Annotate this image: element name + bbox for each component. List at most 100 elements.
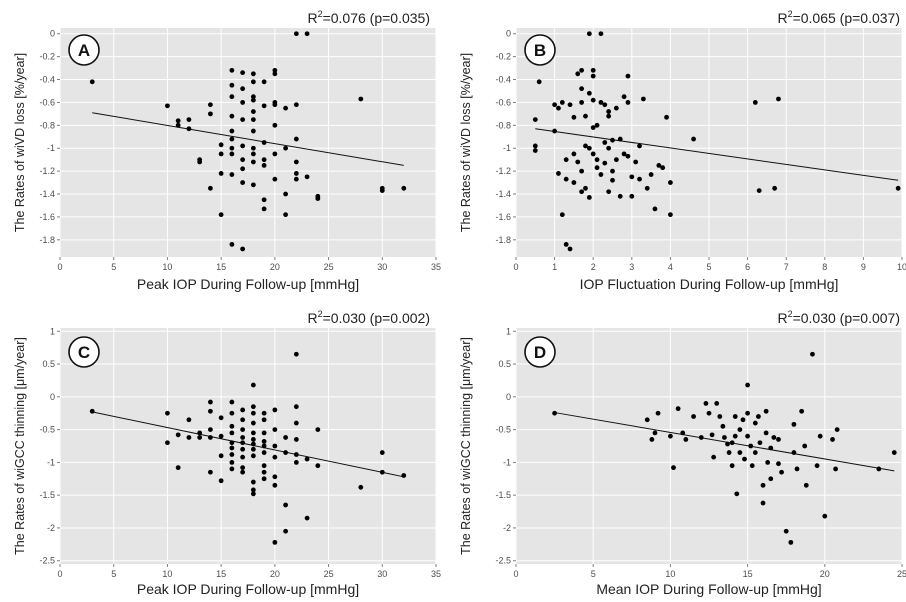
x-tick-label: 4 xyxy=(668,262,673,272)
data-point xyxy=(891,450,897,455)
data-point xyxy=(272,539,278,545)
data-point xyxy=(617,193,623,199)
data-point xyxy=(283,450,288,455)
panel-label: A xyxy=(78,41,90,60)
data-point xyxy=(186,126,192,132)
data-point xyxy=(315,463,321,469)
data-point xyxy=(563,157,569,163)
data-point xyxy=(229,151,235,157)
data-point xyxy=(590,151,596,157)
data-point xyxy=(709,432,715,438)
data-point xyxy=(261,79,267,85)
data-point xyxy=(218,142,224,148)
y-tick-label: -2 xyxy=(47,523,55,533)
data-point xyxy=(575,71,581,77)
data-point xyxy=(165,410,170,416)
y-tick-label: -1.6 xyxy=(39,212,55,222)
data-point xyxy=(272,407,278,413)
regression-line xyxy=(92,112,404,166)
stat-annotation: R2=0.076 (p=0.035) xyxy=(307,9,430,26)
data-point xyxy=(556,105,561,111)
y-tick-label: -1.5 xyxy=(495,490,511,500)
y-axis-label: The Rates of wiVD loss [%/year] xyxy=(13,53,27,232)
data-point xyxy=(752,420,758,426)
y-tick-label: -1 xyxy=(503,457,511,467)
data-point xyxy=(756,188,762,193)
x-tick-label: 10 xyxy=(665,569,675,579)
data-point xyxy=(703,400,709,406)
data-point xyxy=(649,437,655,442)
data-point xyxy=(571,151,577,157)
data-point xyxy=(250,453,256,459)
data-point xyxy=(552,102,557,108)
x-tick-label: 0 xyxy=(513,569,518,579)
data-point xyxy=(567,102,573,108)
data-point xyxy=(229,82,235,88)
data-point xyxy=(229,459,235,465)
data-point xyxy=(165,440,170,446)
data-point xyxy=(379,188,385,193)
data-point xyxy=(229,466,235,472)
data-point xyxy=(895,185,901,191)
data-point xyxy=(186,117,192,122)
data-point xyxy=(814,463,820,469)
x-tick-label: 25 xyxy=(324,569,334,579)
data-point xyxy=(229,430,235,436)
data-point xyxy=(791,421,797,427)
data-point xyxy=(229,94,235,100)
data-point xyxy=(240,157,246,163)
data-point xyxy=(776,461,781,467)
data-point xyxy=(208,408,213,414)
data-point xyxy=(629,193,635,199)
data-point xyxy=(536,79,542,85)
data-point xyxy=(229,113,235,119)
data-point xyxy=(250,159,256,165)
data-point xyxy=(830,437,835,442)
data-point xyxy=(834,427,840,433)
data-point xyxy=(197,430,203,436)
data-point xyxy=(876,466,882,472)
panel-label-circle xyxy=(68,34,100,66)
data-point xyxy=(229,242,235,247)
data-point xyxy=(732,433,738,439)
data-point xyxy=(772,185,778,191)
data-point xyxy=(671,465,676,471)
stat-annotation: R2=0.030 (p=0.002) xyxy=(307,309,430,326)
x-tick-label: 8 xyxy=(822,262,827,272)
x-tick-label: 5 xyxy=(706,262,711,272)
x-axis-label: Peak IOP During Follow-up [mmHg] xyxy=(137,581,359,597)
data-point xyxy=(742,456,747,462)
y-tick-label: -1.6 xyxy=(495,212,511,222)
y-tick-label: -0.6 xyxy=(39,97,55,107)
data-point xyxy=(272,454,278,460)
data-point xyxy=(803,482,809,488)
data-point xyxy=(757,440,763,446)
data-point xyxy=(293,159,299,165)
data-point xyxy=(763,408,769,414)
regression-line xyxy=(554,412,895,472)
data-point xyxy=(613,105,619,111)
y-axis-label: The Rates of wiGCC thinning [μm/year] xyxy=(459,337,473,555)
x-tick-label: 20 xyxy=(270,262,280,272)
regression-line xyxy=(92,411,404,478)
data-point xyxy=(722,435,727,440)
data-point xyxy=(613,157,619,163)
data-point xyxy=(229,440,235,446)
data-point xyxy=(621,94,627,100)
y-tick-label: -1.8 xyxy=(39,235,55,245)
data-point xyxy=(629,174,635,180)
y-tick-label: -0.6 xyxy=(495,97,511,107)
data-point xyxy=(579,100,585,105)
data-point xyxy=(752,100,758,105)
y-tick-label: -0.5 xyxy=(39,425,55,435)
data-point xyxy=(208,102,213,108)
panel-b: 0 -0.2 -0.4 -0.6 -0.8 -1 -1.2 -1.4 -1.6 -1.8 0 1 2 3 4… xyxy=(459,9,906,292)
data-point xyxy=(272,102,278,108)
data-point xyxy=(261,450,267,455)
data-point xyxy=(668,433,673,439)
y-tick-label: -1.4 xyxy=(495,189,511,199)
data-point xyxy=(760,482,766,488)
data-point xyxy=(250,491,256,497)
data-point xyxy=(602,140,608,145)
data-point xyxy=(240,407,246,413)
